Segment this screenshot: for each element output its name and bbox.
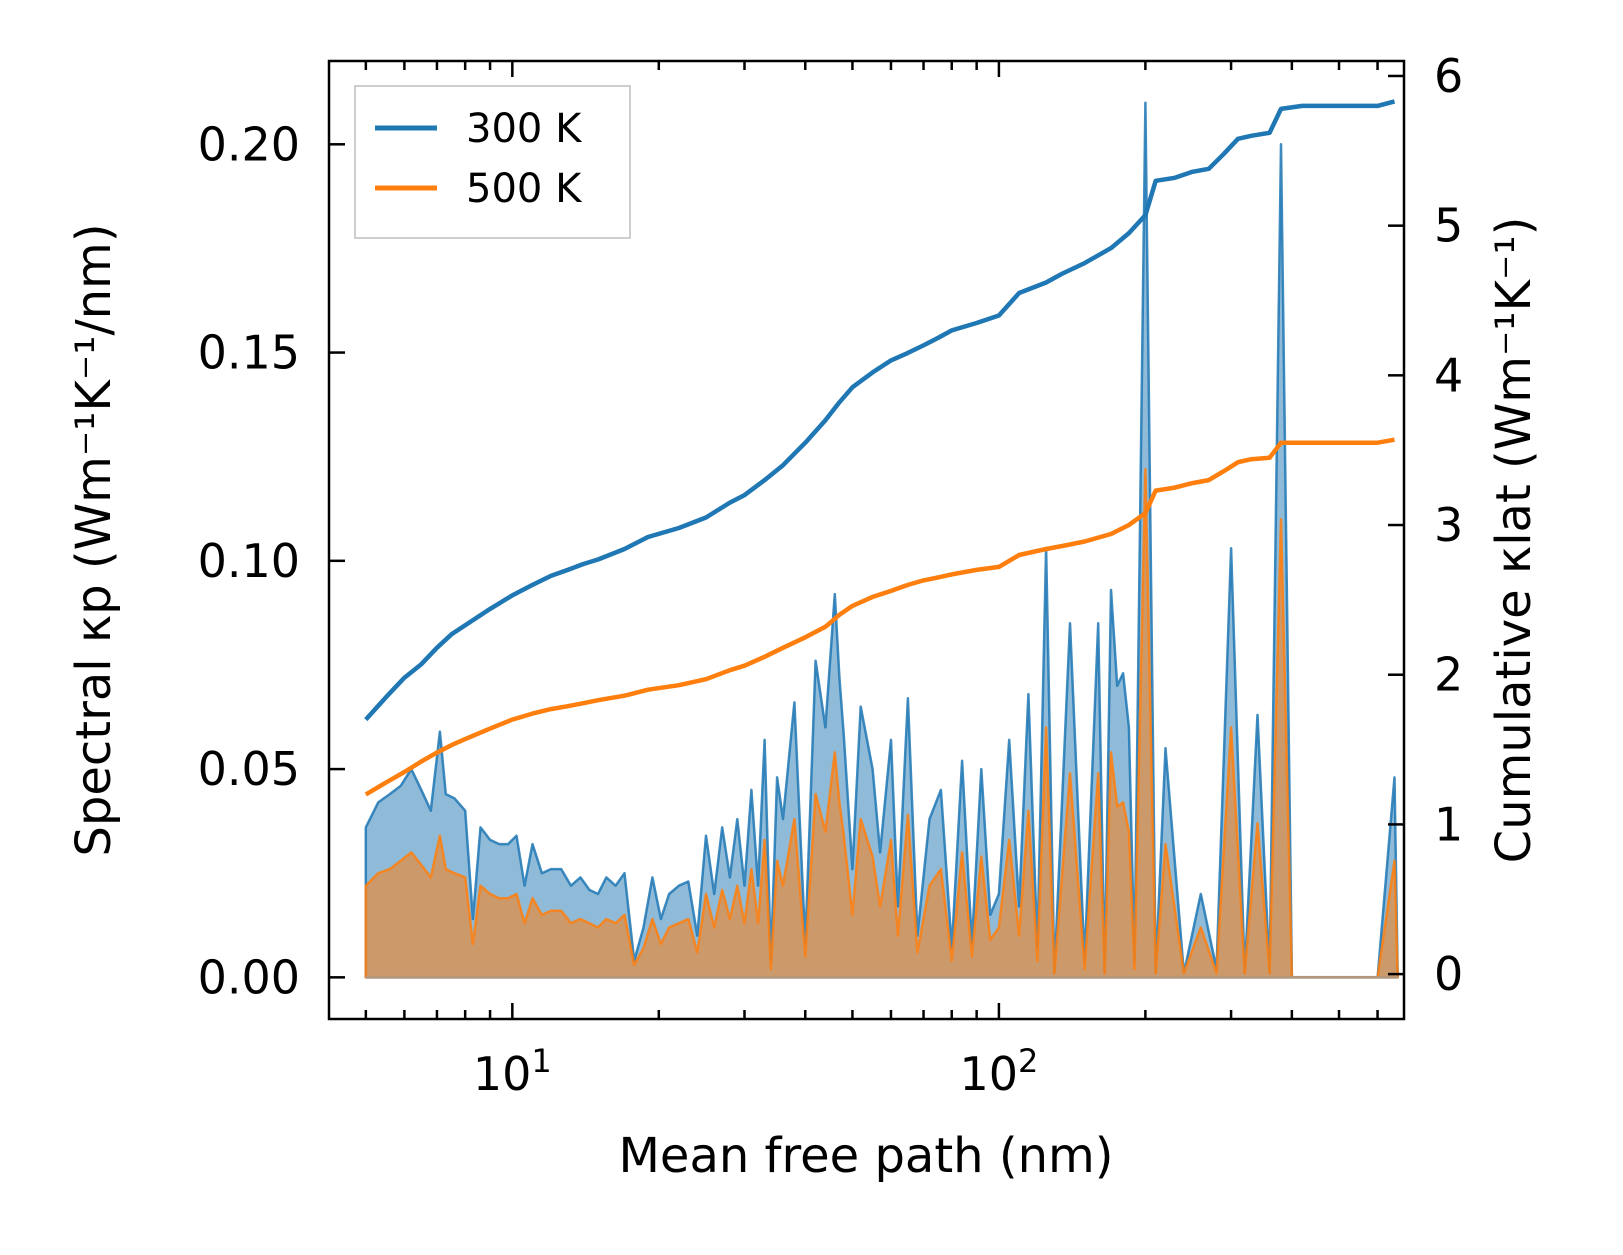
x-tick-label: 102 [959,1042,1038,1101]
x-tick-label: 101 [473,1042,552,1101]
y-axis-label-left-group: Spectral κp (Wm⁻¹K⁻¹/nm) [66,223,122,856]
cumulative-line-layer [364,99,1396,797]
y-left-tick-label: 0.05 [198,742,300,796]
cumulative-line-300k [364,99,1396,722]
y-left-tick-label: 0.20 [198,117,300,171]
spectral-area-500k [364,467,1399,979]
x-axis-label: Mean free path (nm) [619,1128,1114,1184]
axis-ticks [329,61,1404,1019]
cumulative-line-500k [364,437,1395,797]
y-right-tick-label: 4 [1434,348,1463,402]
spectral-fill-layer [364,101,1399,979]
y-right-tick-label: 5 [1434,199,1463,253]
y-right-tick-label: 6 [1434,49,1463,103]
y-axis-label-left: Spectral κp (Wm⁻¹K⁻¹/nm) [66,223,122,856]
legend: 300 K 500 K [354,85,631,239]
plot-frame [327,59,1406,1021]
y-axis-label-right: Cumulative κlat (Wm⁻¹K⁻¹) [1486,217,1542,864]
legend-label-500k: 500 K [466,166,583,212]
y-right-tick-label: 2 [1434,648,1463,702]
y-left-tick-label: 0.15 [198,326,300,380]
y-left-tick-label: 0.00 [198,950,300,1004]
y-right-tick-label: 3 [1434,498,1463,552]
y-right-tick-label: 1 [1434,797,1463,851]
legend-box [354,85,631,239]
axis-tick-labels: 101 102 0.00 0.05 0.10 0.15 0.20 0 1 2 3 4 5 6 [198,49,1464,1101]
legend-label-300k: 300 K [466,106,583,152]
y-axis-label-right-group: Cumulative κlat (Wm⁻¹K⁻¹) [1486,217,1542,864]
y-right-tick-label: 0 [1434,947,1463,1001]
y-left-tick-label: 0.10 [198,534,300,588]
